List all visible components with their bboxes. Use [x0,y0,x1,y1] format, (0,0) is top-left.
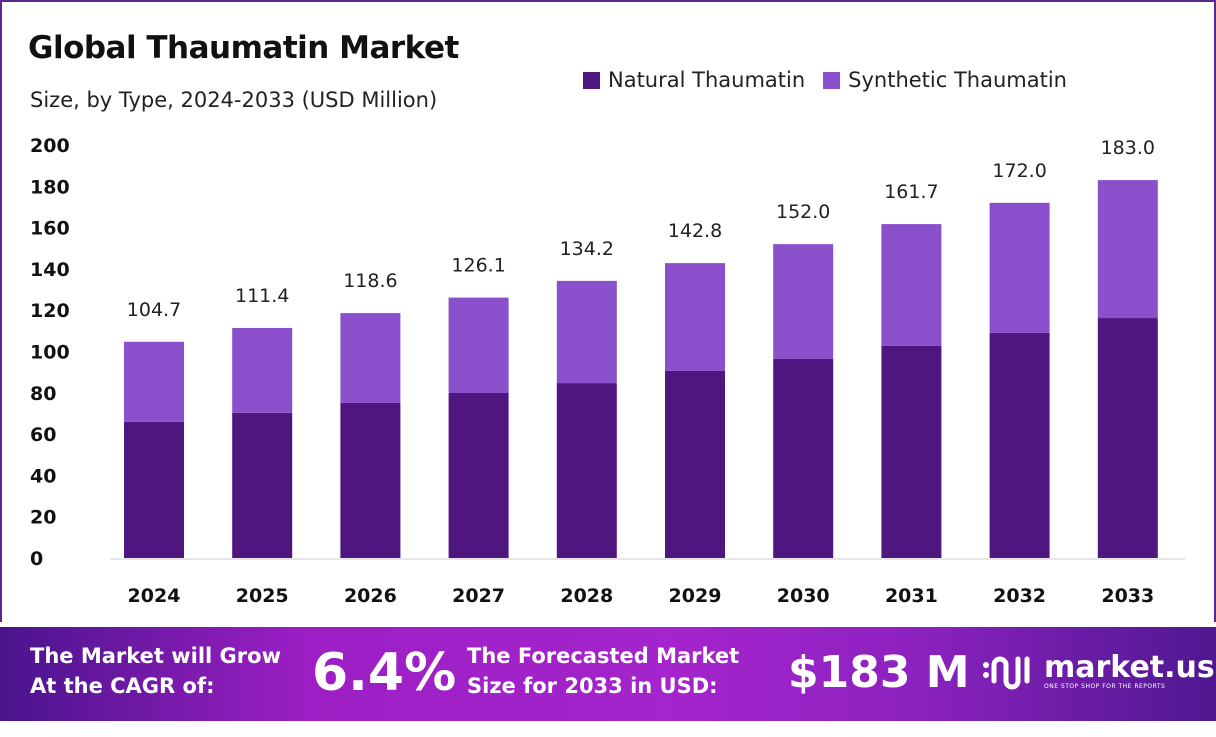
bar-segment [448,393,509,558]
bar-segment [881,224,942,346]
bar-total-label: 152.0 [776,201,830,223]
legend-item-synthetic: Synthetic Thaumatin [823,68,1067,92]
x-tick-label: 2029 [669,585,722,607]
bar-segment [665,370,725,558]
legend-label: Natural Thaumatin [608,68,806,92]
logo-text: market.us [1044,649,1215,685]
chart-frame [0,0,1216,622]
cagr-label-line: The Market will Grow [30,644,281,668]
bar-segment [1097,180,1158,319]
bar-segment [340,402,401,558]
cagr-value: 6.4% [312,643,457,703]
chart-subtitle: Size, by Type, 2024-2033 (USD Million) [30,88,438,112]
bar-total-label: 118.6 [343,270,397,292]
x-tick-label: 2033 [1101,585,1154,607]
x-tick-label: 2028 [560,585,613,607]
x-tick-label: 2027 [452,585,505,607]
bar-segment [556,280,617,384]
x-tick-label: 2024 [128,585,181,607]
y-tick-label: 100 [30,342,70,364]
x-tick-label: 2031 [885,585,938,607]
forecast-label-line: Size for 2033 in USD: [467,674,718,698]
x-tick-label: 2026 [344,585,397,607]
forecast-label: The Forecasted Market Size for 2033 in US… [467,641,739,701]
cagr-label-line: At the CAGR of: [30,674,215,698]
bar-segment [232,412,293,558]
x-tick-label: 2030 [777,585,830,607]
bar-total-label: 104.7 [127,299,181,321]
bar-total-label: 172.0 [992,160,1046,182]
x-tick-label: 2025 [236,585,289,607]
bar-segment [989,202,1050,333]
summary-banner: The Market will Grow At the CAGR of: 6.4%… [0,627,1216,721]
legend: Natural Thaumatin Synthetic Thaumatin [583,68,1067,92]
bar-segment [448,297,509,394]
cagr-label: The Market will Grow At the CAGR of: [30,641,281,701]
bar-total-label: 134.2 [560,238,614,260]
logo-tagline: ONE STOP SHOP FOR THE REPORTS [1044,682,1166,690]
x-tick-label: 2032 [993,585,1046,607]
y-tick-label: 80 [30,383,56,405]
y-tick-label: 20 [30,507,56,529]
bar-total-label: 183.0 [1101,137,1155,159]
y-tick-label: 60 [30,424,56,446]
logo-icon [983,656,1030,690]
legend-label: Synthetic Thaumatin [848,68,1067,92]
bar-total-label: 111.4 [235,285,289,307]
bar-total-label: 161.7 [884,181,938,203]
forecast-value: $183 M [788,647,970,698]
legend-item-natural: Natural Thaumatin [583,68,805,92]
chart-title: Global Thaumatin Market [28,30,459,66]
bar-segment [881,345,942,558]
bar-segment [989,332,1050,558]
legend-swatch [823,71,841,89]
y-tick-label: 180 [30,176,70,198]
bar-segment [773,244,834,359]
y-tick-label: 120 [30,300,70,322]
y-tick-label: 160 [30,218,70,240]
bar-total-label: 142.8 [668,220,722,242]
bar-segment [665,263,725,371]
bar-chart: 0 20 40 60 80 100 120 140 160 180 200 104.7 2024 111.… [30,135,1185,607]
y-tick-label: 40 [30,465,56,487]
y-tick-label: 140 [30,259,70,281]
bar-segment [124,341,184,422]
bar-segment [232,327,293,413]
bar-segment [1097,318,1158,558]
y-tick-label: 200 [30,135,70,157]
market-us-logo: market.us ONE STOP SHOP FOR THE REPORTS [980,651,1215,691]
legend-swatch [583,71,600,89]
bar-segment [556,383,617,558]
bar-segment [340,313,401,403]
forecast-label-line: The Forecasted Market [467,644,740,668]
y-tick-label: 0 [30,548,43,570]
bar-segment [773,358,834,558]
bar-total-label: 126.1 [451,255,505,277]
bar-segment [124,421,184,558]
